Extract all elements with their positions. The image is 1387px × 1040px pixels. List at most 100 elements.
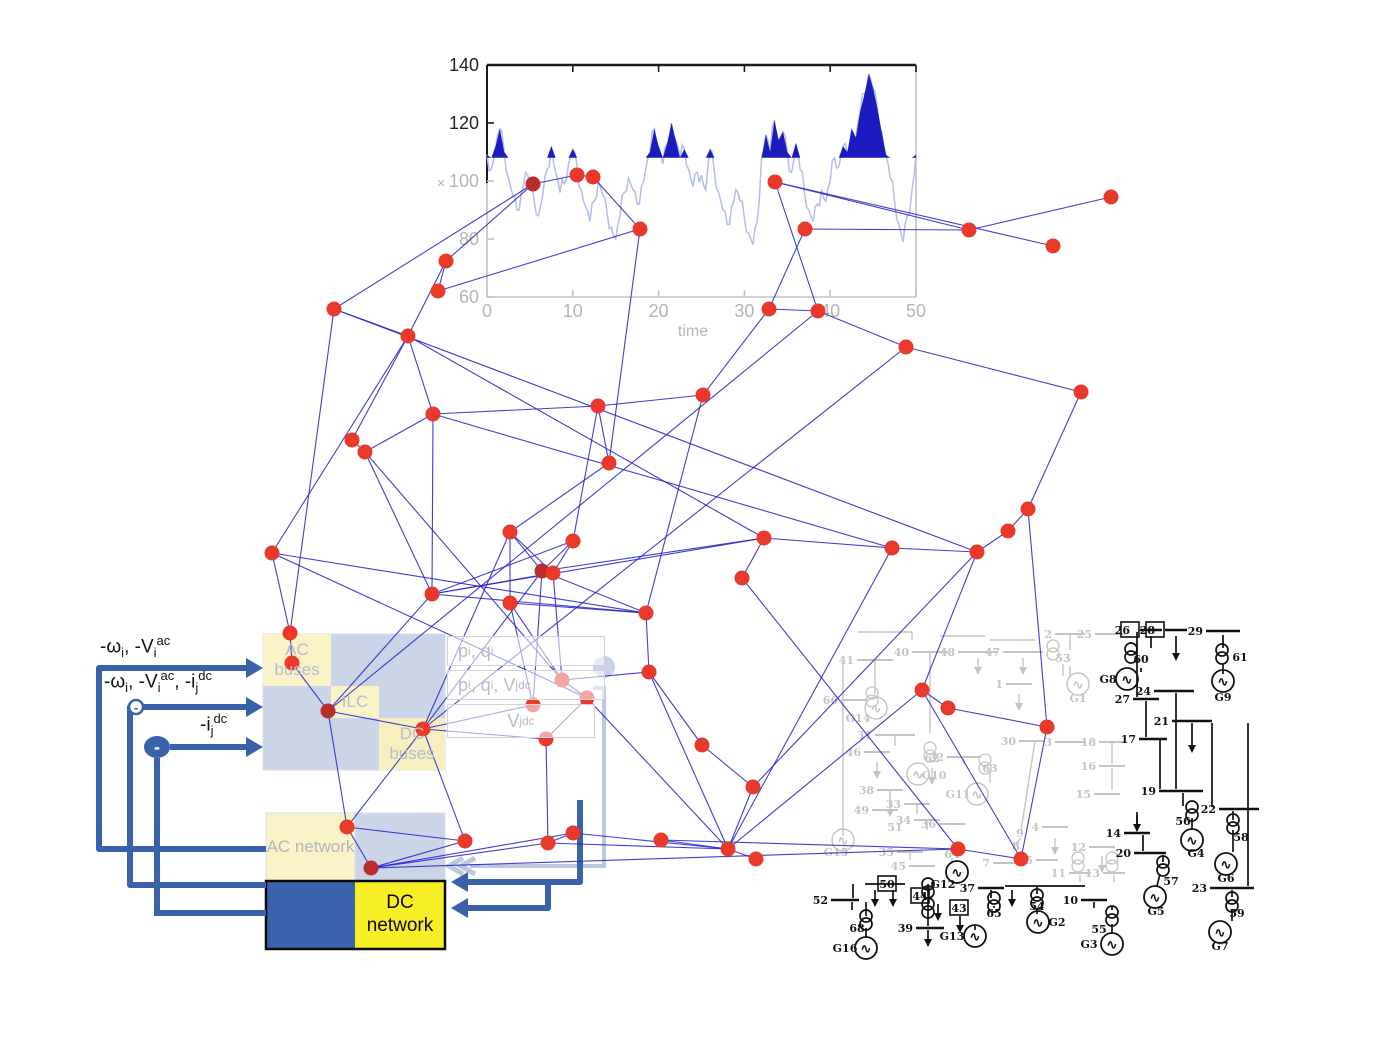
transformer-icon [987, 891, 1001, 905]
graph-edge [541, 570, 647, 614]
bus-label: 63 [982, 762, 997, 775]
graph-edge [431, 540, 574, 595]
graph-node [694, 737, 710, 753]
flow-arrow-dc1-head-icon [451, 872, 468, 892]
bus-label: 16 [1081, 760, 1097, 773]
chart-x-tick-label: 20 [649, 301, 669, 321]
graph-node [810, 303, 826, 319]
chart-series-dark-exceedance [487, 73, 916, 158]
bus-label: 5 [1025, 854, 1033, 867]
load-arrow-icon [928, 777, 936, 785]
graph-node [540, 835, 556, 851]
transformer-icon [978, 761, 992, 775]
load-arrow-icon [1098, 865, 1106, 873]
graph-node [430, 283, 446, 299]
bus-label: 56 [1175, 815, 1191, 828]
graph-edge [891, 547, 978, 553]
bus-label: 19 [1141, 785, 1156, 798]
power-line [1156, 873, 1161, 887]
graph-edge [660, 839, 729, 850]
bus-label: 28 [1140, 624, 1156, 637]
load-arrow-icon [934, 913, 942, 921]
bus-label: 61 [1232, 651, 1247, 664]
generator-wave-icon: ∿ [1150, 890, 1161, 905]
transformer-icon [1185, 808, 1199, 822]
graph-edge [346, 826, 372, 869]
graph-edge [445, 183, 534, 262]
graph-edge [547, 842, 729, 850]
graph-edge [271, 552, 291, 634]
graph-node [1000, 523, 1016, 539]
chart-series-light [486, 73, 917, 246]
transformer-icon [921, 877, 935, 891]
bus-label: 38 [859, 784, 875, 797]
chart-y-tick-label: 80 [459, 229, 479, 249]
flow-arrow-dc1 [468, 800, 583, 885]
generator-icon [1143, 885, 1167, 909]
graph-node [502, 595, 518, 611]
graph-node [695, 387, 711, 403]
generator-label: G13 [940, 930, 965, 943]
graph-node [344, 432, 360, 448]
bus-label: 30 [1001, 735, 1017, 748]
bus-label: 17 [1121, 733, 1136, 746]
minus-node [127, 698, 145, 716]
transformer-icon [1046, 647, 1060, 661]
graph-node [438, 253, 454, 269]
generator-icon [1214, 852, 1238, 876]
ac-network-label: AC network [266, 836, 355, 856]
graph-edge [1027, 508, 1048, 728]
chart-x-tick-label: 0 [482, 301, 492, 321]
graph-edge [702, 308, 770, 396]
generator-label: G10 [922, 769, 947, 782]
generator-icon [864, 696, 888, 720]
graph-edge [327, 593, 433, 712]
generator-icon [1180, 828, 1204, 852]
dc-network-cell [355, 881, 445, 949]
bus-label: 9 [1016, 827, 1024, 840]
transformer-icon [923, 749, 937, 763]
graph-node [898, 339, 914, 355]
graph-edge [370, 832, 574, 869]
transformer-icon [1124, 650, 1138, 664]
graph-edge [768, 228, 806, 310]
transformer-icon [1030, 896, 1044, 910]
transformer-icon [921, 905, 935, 919]
graph-edge [727, 689, 923, 850]
generator-wave-icon: ∿ [913, 767, 924, 782]
generator-wave-icon: ∿ [1187, 833, 1198, 848]
graph-node [940, 700, 956, 716]
graph-edge [364, 451, 433, 595]
summing-junction [144, 736, 170, 758]
flow-arrow-signal2 [127, 704, 266, 888]
bus-label: 13 [1085, 867, 1100, 880]
bus-label: 14 [1106, 827, 1122, 840]
graph-edge [774, 181, 819, 312]
graph-edge [407, 260, 447, 337]
bus-label: 34 [896, 814, 912, 827]
load-arrow-icon [1015, 703, 1023, 711]
bus-label: 8 [1012, 840, 1020, 853]
generator-label: G4 [1187, 847, 1204, 860]
bus-label: 10 [1063, 894, 1079, 907]
graph-edge [327, 710, 424, 730]
graph-node [638, 605, 654, 621]
graph-node [590, 398, 606, 414]
load-arrow-icon [924, 939, 932, 947]
matrix-dc-buses-label: DC buses [389, 724, 435, 763]
graph-edge [752, 551, 978, 788]
graph-edge [741, 537, 765, 579]
generator-label: G11 [946, 788, 971, 801]
bus-label: 3 [1044, 736, 1052, 749]
generator-wave-icon: ∿ [861, 941, 872, 956]
graph-node [653, 832, 669, 848]
load-arrow-icon [889, 899, 897, 907]
transformer-icon [859, 909, 873, 923]
bus-label: 55 [1091, 923, 1106, 936]
bus-label: 68 [849, 922, 865, 935]
bus-label: 44 [912, 890, 928, 903]
transformer-icon [1071, 859, 1085, 873]
